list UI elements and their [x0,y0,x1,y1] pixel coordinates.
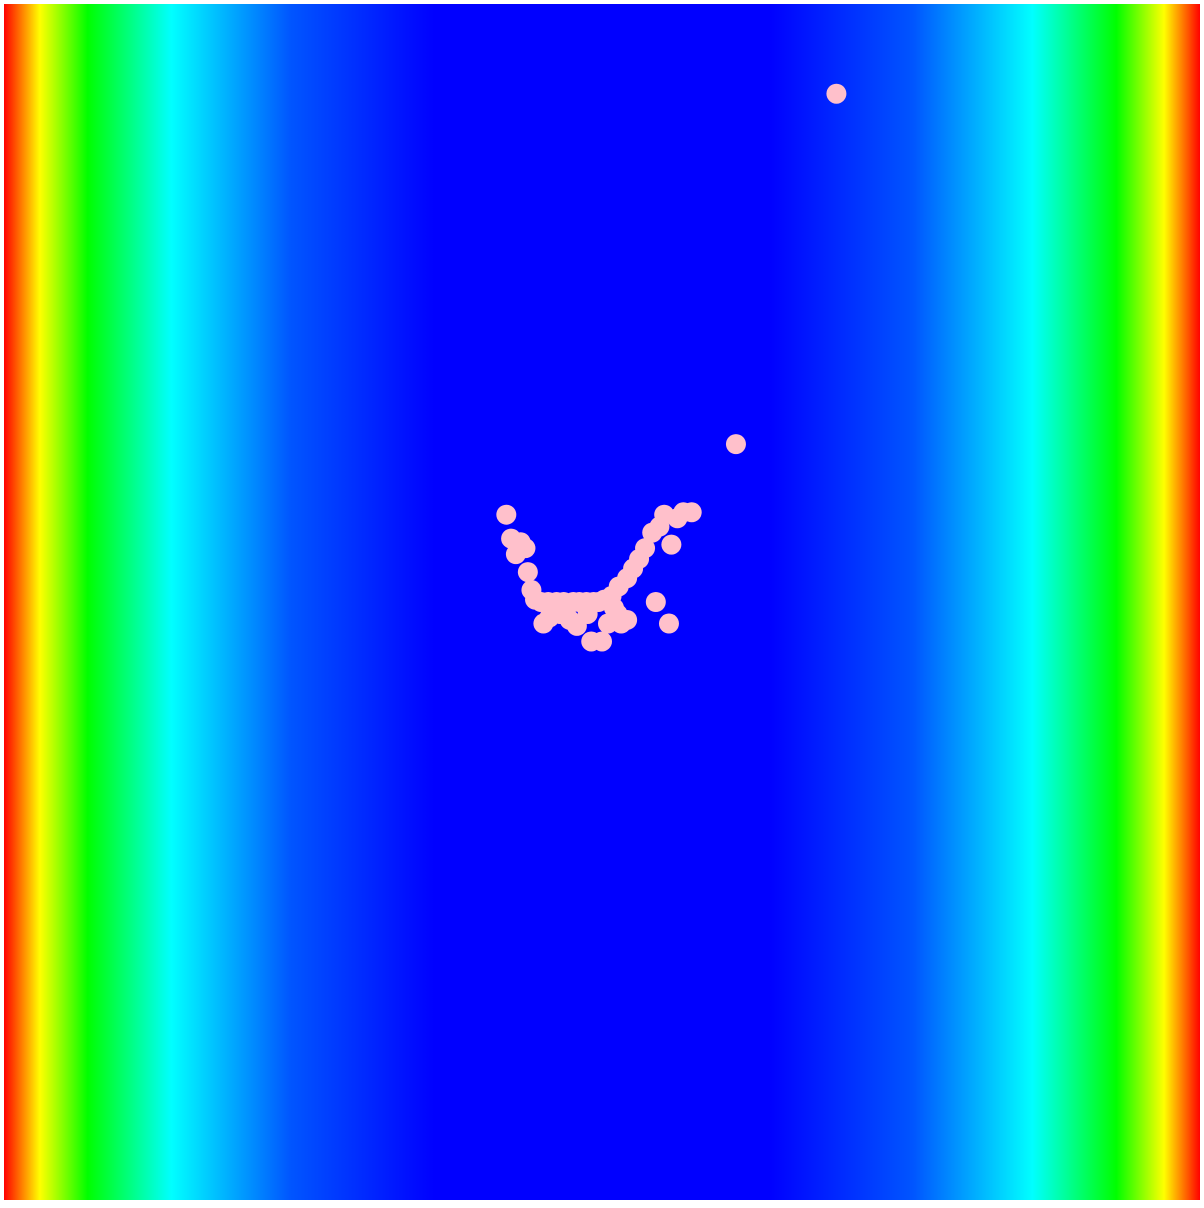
x-tick-label: -5.00 [9,1206,56,1208]
x-tick-label: -3.00 [248,1206,295,1208]
x-tick-label: -2.00 [368,1206,415,1208]
scatter-point [661,534,682,555]
scatter-point [505,544,526,565]
x-axis-ticks: -5.00 -4.00 -3.00 -2.00 -1.00 0.00 1.00 2.00 3.0… [9,1206,1129,1208]
x-tick-label: 0.00 [610,1206,650,1208]
scatter-point [658,613,679,634]
scatter-point [517,562,538,583]
scatter-point [681,502,702,523]
x-tick-label: 3.00 [969,1206,1009,1208]
scatter-point [496,504,517,525]
scatter-point [617,609,638,630]
scatter-point [635,538,656,559]
scatter-point [826,83,847,104]
scatter-point [725,434,746,455]
x-tick-label: 1.00 [730,1206,770,1208]
x-tick-label: 4.00 [1088,1206,1128,1208]
scatter-points [496,83,847,652]
scatter-point [592,631,612,652]
x-tick-label: 2.00 [849,1206,889,1208]
scatter-point [645,592,666,612]
scatter-point [577,603,598,624]
x-tick-label: -1.00 [487,1206,534,1208]
x-tick-label: -4.00 [128,1206,175,1208]
